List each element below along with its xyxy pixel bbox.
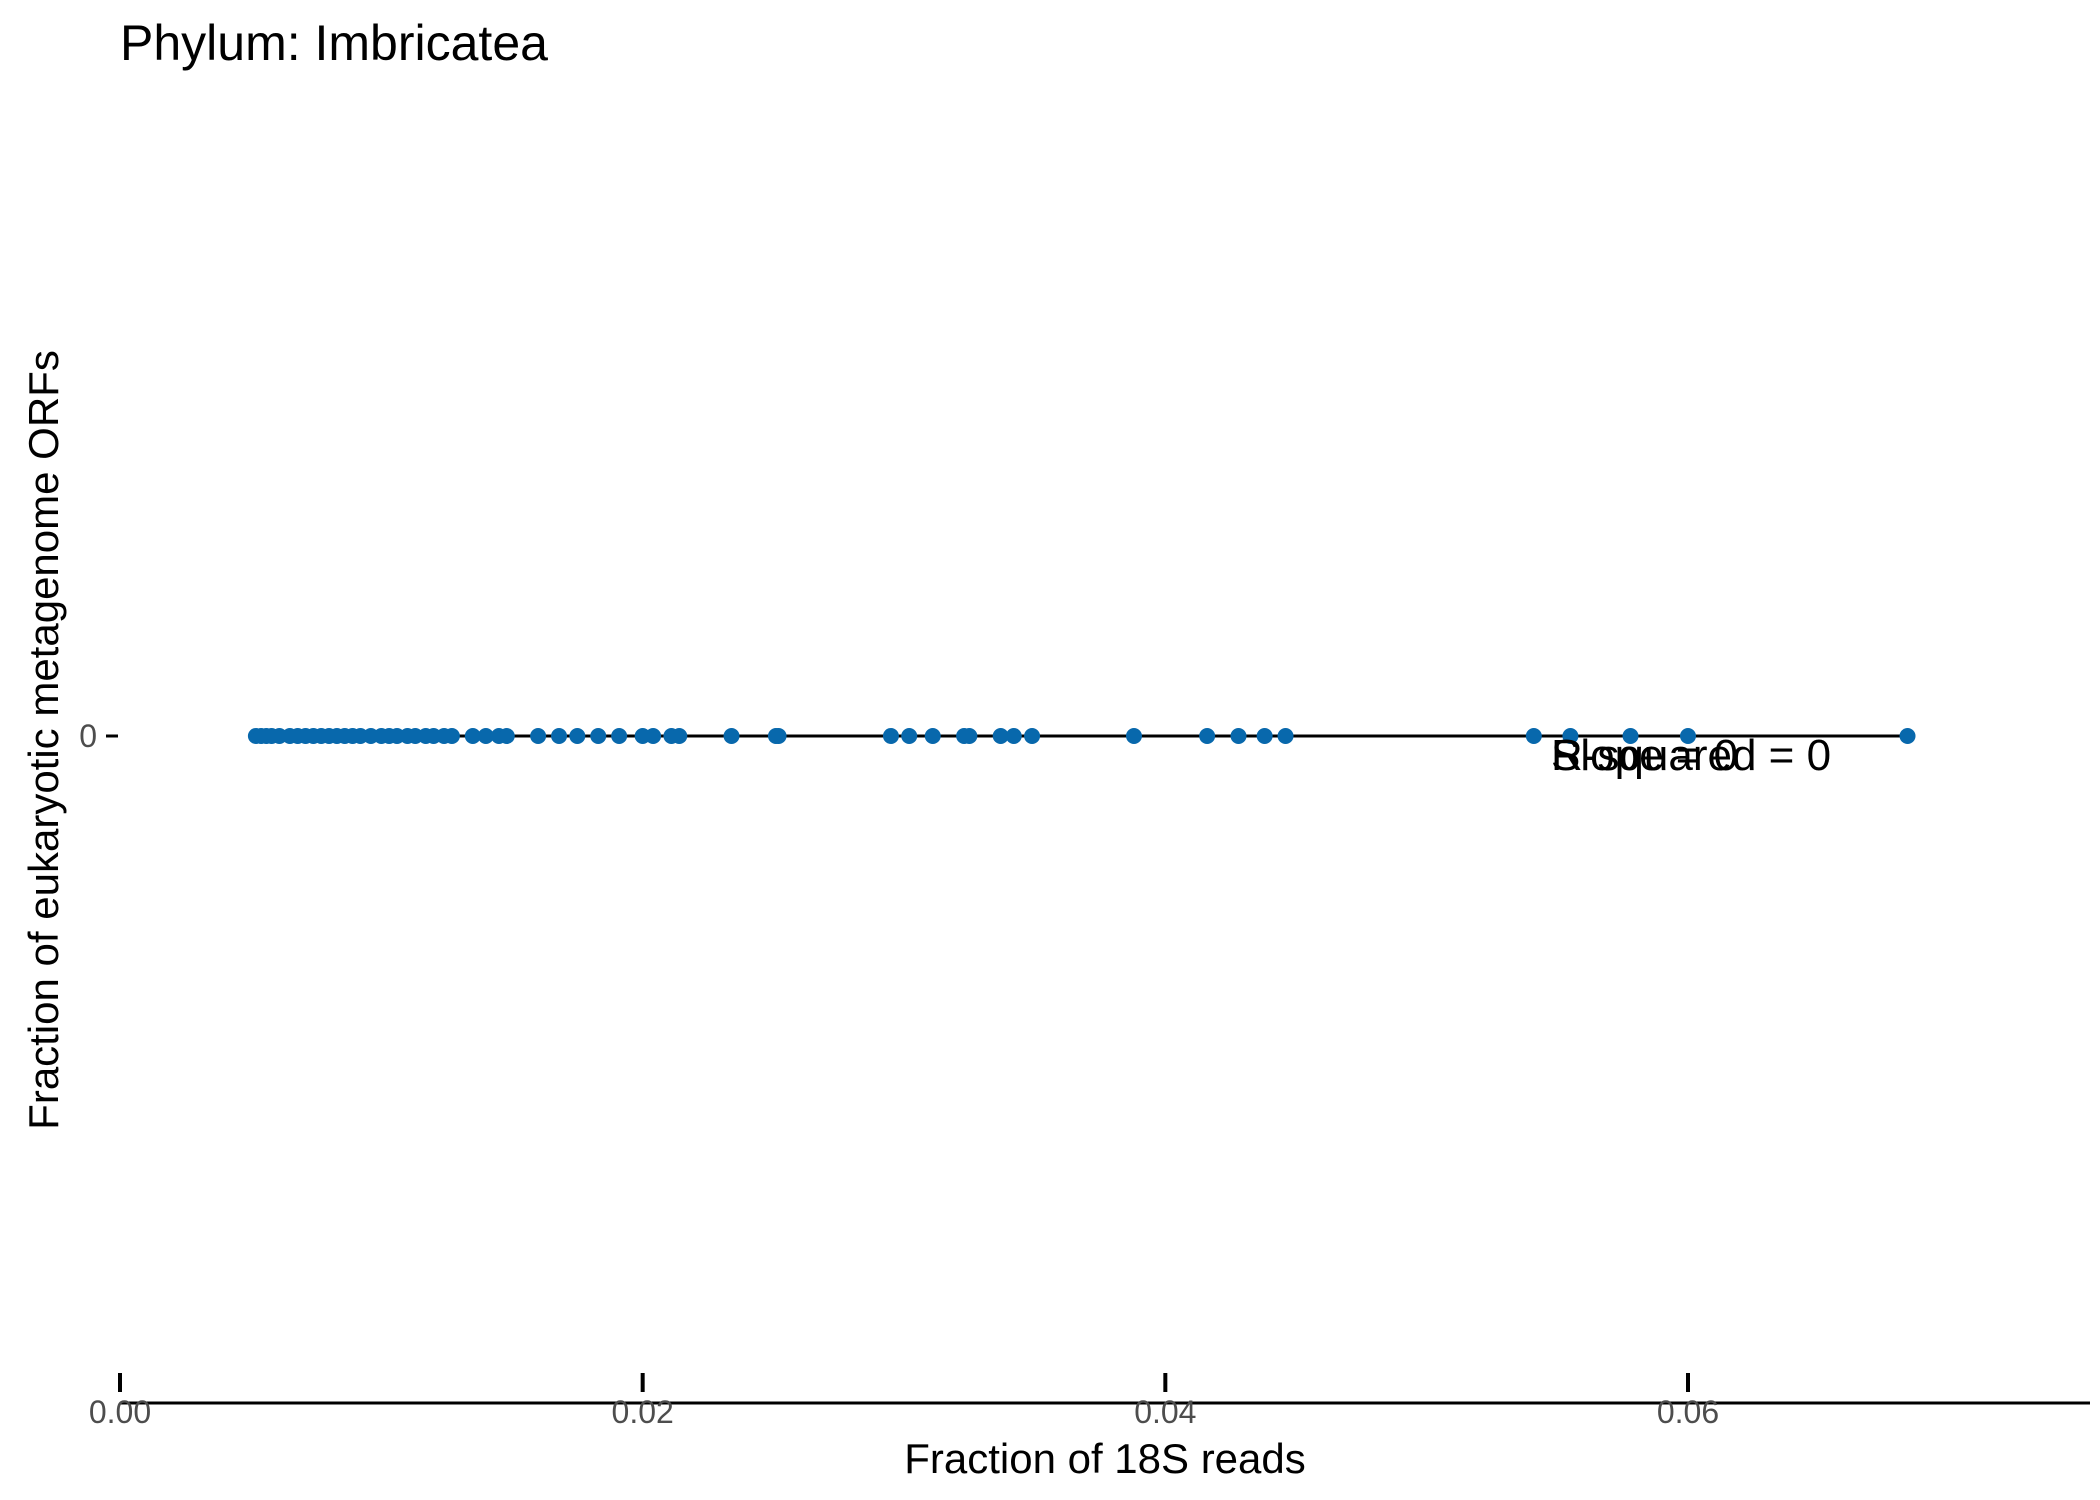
chart-title: Phylum: Imbricatea [120, 15, 548, 71]
x-axis-title: Fraction of 18S reads [904, 1435, 1306, 1482]
data-points [247, 728, 1916, 744]
data-point [645, 728, 662, 744]
data-point [477, 728, 494, 744]
data-point [770, 728, 787, 744]
x-tick-label: 0.06 [1657, 1394, 1719, 1430]
data-point [611, 728, 628, 744]
annotation-label: R-squared = 0 [1551, 731, 1831, 780]
data-point [1125, 728, 1142, 744]
x-tick-label: 0.04 [1134, 1394, 1196, 1430]
y-ticks: 0 [79, 718, 118, 754]
data-point [1562, 728, 1579, 744]
data-point [992, 728, 1009, 744]
y-axis-title: Fraction of eukaryotic metagenome ORFs [20, 350, 67, 1130]
data-point [443, 728, 460, 744]
data-point [551, 728, 568, 744]
data-point [961, 728, 978, 744]
data-point [569, 728, 586, 744]
data-point [1199, 728, 1216, 744]
x-axis: 0.00 0.02 0.04 0.06 Fraction of 18S reads [89, 1373, 2090, 1482]
data-point [464, 728, 481, 744]
data-point [1005, 728, 1022, 744]
annotation-label: Slope = 0 [1551, 731, 1738, 780]
data-point [901, 728, 918, 744]
data-point [1680, 728, 1696, 744]
data-point [1230, 728, 1247, 744]
data-point [1525, 728, 1542, 744]
x-ticks: 0.00 0.02 0.04 0.06 [89, 1373, 1719, 1430]
data-point [590, 728, 607, 744]
data-point [1277, 728, 1294, 744]
data-point [1256, 728, 1273, 744]
data-point [498, 728, 515, 744]
data-point [882, 728, 899, 744]
y-tick-label: 0 [79, 718, 97, 754]
data-point [1622, 728, 1639, 744]
data-point [924, 728, 941, 744]
x-tick-label: 0.02 [612, 1394, 674, 1430]
data-point [723, 728, 740, 744]
x-tick-label: 0.00 [89, 1394, 151, 1430]
data-point [1899, 728, 1916, 744]
data-point [1024, 728, 1041, 744]
y-axis: Fraction of eukaryotic metagenome ORFs 0 [20, 350, 118, 1130]
data-point [671, 728, 688, 744]
data-point [530, 728, 547, 744]
